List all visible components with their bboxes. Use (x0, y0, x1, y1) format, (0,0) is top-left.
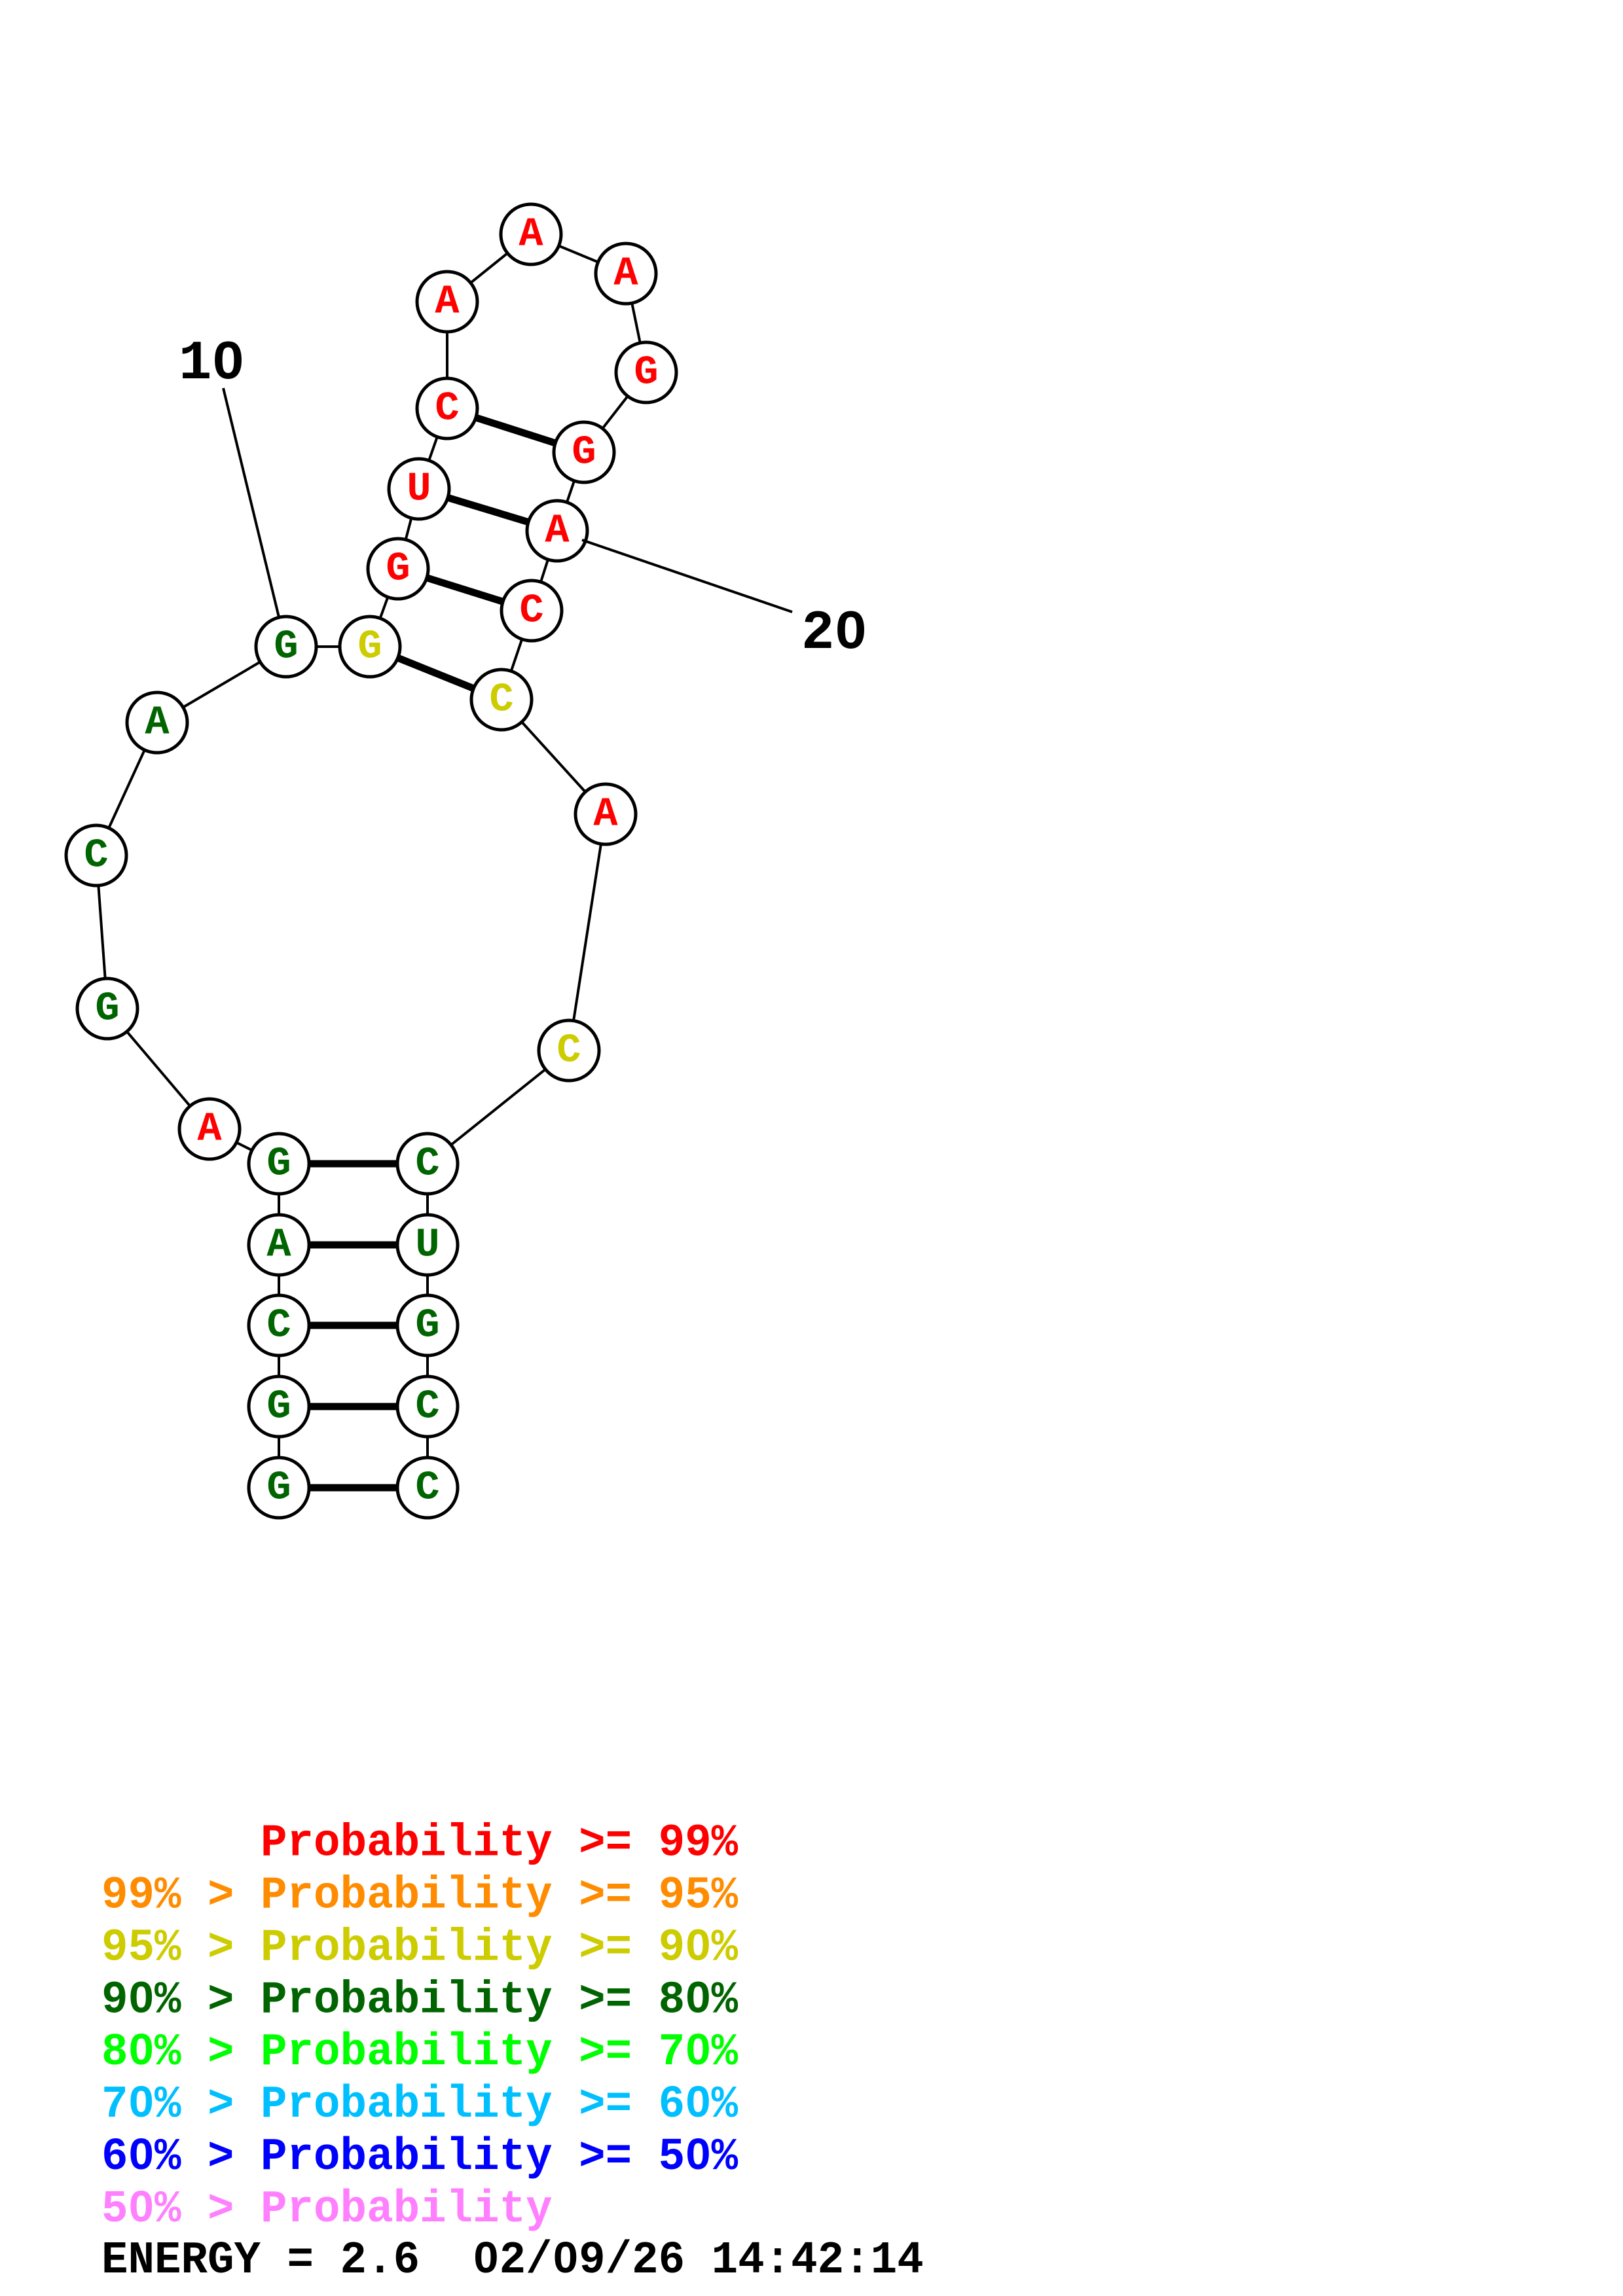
svg-text:G: G (415, 1302, 439, 1349)
svg-text:C: C (556, 1028, 581, 1074)
svg-text:C: C (84, 833, 108, 879)
svg-text:G: G (572, 429, 596, 476)
svg-text:G: G (266, 1384, 291, 1430)
svg-text:C: C (519, 588, 543, 634)
svg-text:U: U (407, 466, 431, 512)
svg-text:U: U (415, 1222, 439, 1268)
svg-text:C: C (489, 677, 513, 723)
svg-text:A: A (145, 700, 170, 746)
svg-text:C: C (435, 386, 459, 432)
svg-text:G: G (357, 624, 382, 670)
svg-text:A: A (519, 211, 543, 258)
svg-text:A: A (197, 1106, 222, 1153)
svg-text:G: G (95, 986, 119, 1032)
svg-text:C: C (415, 1141, 439, 1187)
svg-text:A: A (266, 1222, 291, 1268)
svg-text:G: G (266, 1465, 291, 1511)
svg-text:A: A (593, 791, 618, 838)
svg-text:20: 20 (801, 603, 867, 665)
svg-text:G: G (266, 1141, 291, 1187)
svg-text:G: G (274, 624, 298, 670)
svg-text:A: A (435, 279, 460, 325)
svg-text:C: C (415, 1384, 439, 1430)
svg-text:10: 10 (179, 333, 245, 395)
svg-text:A: A (613, 251, 638, 297)
svg-text:G: G (634, 350, 658, 396)
svg-text:C: C (266, 1302, 291, 1349)
svg-text:G: G (386, 546, 410, 592)
svg-text:C: C (415, 1465, 439, 1511)
svg-text:A: A (545, 508, 570, 554)
